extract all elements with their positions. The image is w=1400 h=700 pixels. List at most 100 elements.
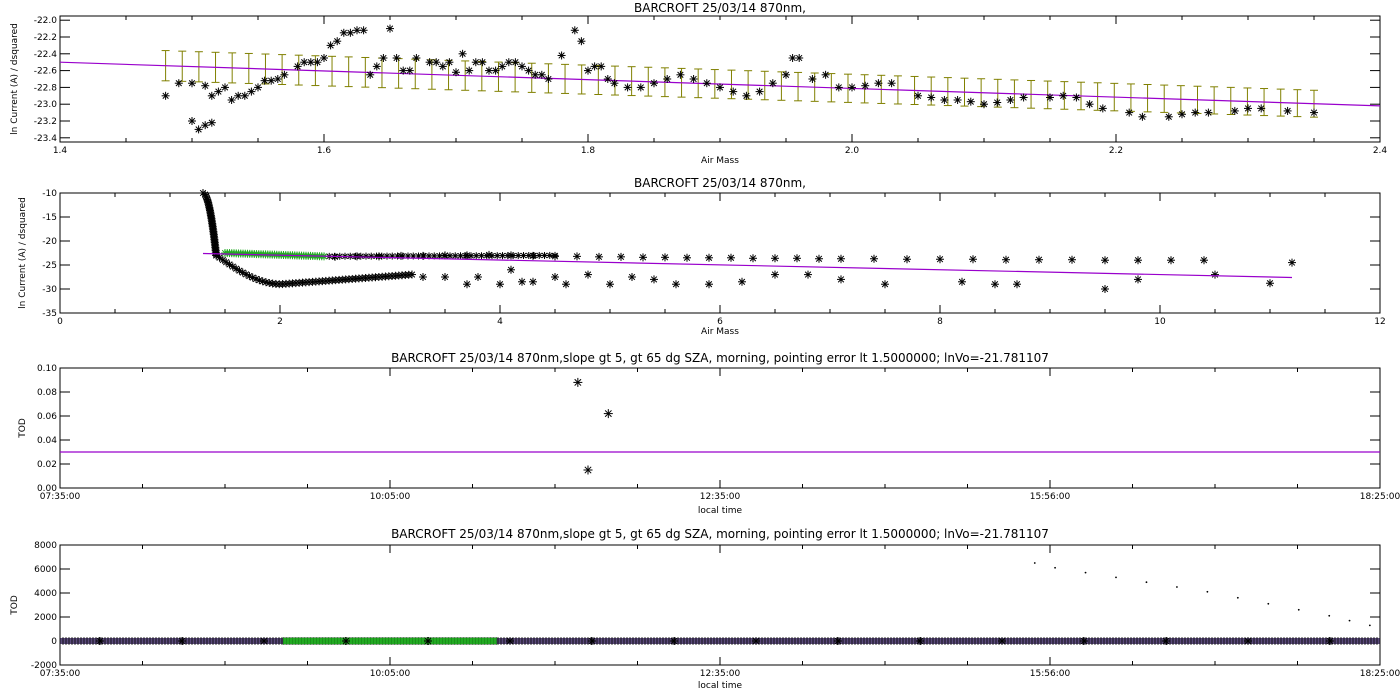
- data-point: [452, 68, 460, 77]
- data-point: [188, 79, 196, 88]
- data-point: [458, 49, 467, 58]
- data-point: [342, 637, 350, 645]
- data-point: [1006, 96, 1015, 104]
- data-point: [386, 24, 394, 33]
- data-point: [507, 265, 515, 274]
- data-point: [194, 125, 203, 134]
- data-point: [716, 83, 724, 92]
- data-point: [201, 81, 210, 90]
- y-tick-label: 0.06: [37, 412, 57, 422]
- dense-point: [228, 262, 237, 271]
- data-point: [661, 253, 669, 262]
- panel-3-tod-filtered: BARCROFT 25/03/14 870nm,slope gt 5, gt 6…: [18, 351, 1400, 516]
- data-point: [914, 91, 922, 100]
- chart-title: BARCROFT 25/03/14 870nm,slope gt 5, gt 6…: [391, 527, 1049, 541]
- x-axis-label: Air Mass: [701, 327, 739, 337]
- data-point: [1283, 106, 1292, 115]
- x-axis-label: Air Mass: [701, 156, 739, 166]
- data-point: [881, 280, 889, 289]
- data-point: [795, 54, 804, 62]
- data-point: [551, 252, 559, 261]
- x-tick-label: 1.6: [317, 146, 332, 156]
- x-tick-label: 4: [497, 317, 503, 327]
- data-point: [1191, 108, 1200, 117]
- error-bars: [161, 50, 1318, 118]
- data-point: [583, 465, 593, 475]
- data-point: [496, 280, 504, 289]
- data-point: [551, 273, 559, 281]
- y-tick-label: 0.00: [37, 484, 57, 494]
- data-point: [676, 70, 685, 79]
- data-point: [506, 637, 514, 645]
- data-point: [174, 79, 183, 88]
- dense-point: [408, 270, 416, 279]
- trend-dot: [1348, 619, 1351, 622]
- data-point: [562, 280, 570, 289]
- data-point: [485, 250, 493, 259]
- y-axis-label: TOD: [10, 595, 20, 616]
- data-point: [670, 637, 678, 645]
- data-point: [755, 87, 764, 96]
- data-point: [584, 66, 592, 75]
- data-point: [1002, 255, 1010, 264]
- data-point: [478, 58, 487, 67]
- data-point: [663, 75, 672, 83]
- data-point: [848, 83, 856, 92]
- data-point: [815, 254, 823, 263]
- data-point: [188, 117, 196, 125]
- data-point: [207, 118, 216, 127]
- data-point: [672, 280, 680, 289]
- data-point: [333, 37, 342, 46]
- data-point: [1072, 93, 1081, 102]
- x-tick-label: 1.4: [53, 146, 68, 156]
- data-point: [524, 66, 533, 75]
- data-point: [1230, 106, 1239, 115]
- x-tick-label: 8: [937, 317, 943, 327]
- data-point: [1266, 279, 1274, 288]
- data-point: [201, 121, 210, 130]
- fit-line: [202, 252, 1293, 279]
- data-point: [650, 275, 658, 284]
- data-point: [346, 28, 355, 37]
- x-tick-label: 15:56:00: [1030, 669, 1071, 679]
- data-point: [529, 251, 537, 260]
- data-point: [178, 637, 186, 645]
- data-point: [705, 280, 713, 289]
- y-tick-label: 6000: [34, 565, 57, 575]
- data-point: [610, 79, 619, 88]
- data-point: [441, 251, 449, 260]
- data-point: [636, 83, 645, 92]
- data-point: [958, 277, 966, 286]
- data-point: [491, 66, 500, 75]
- data-point: [1204, 108, 1213, 117]
- data-point: [570, 26, 579, 35]
- trend-dot: [1368, 624, 1371, 627]
- data-point: [227, 96, 236, 104]
- y-tick-label: -22.4: [34, 50, 58, 60]
- data-point: [702, 79, 711, 88]
- trend-dot: [1236, 596, 1239, 599]
- data-point: [821, 70, 830, 79]
- data-point: [727, 253, 735, 262]
- x-tick-label: 12:35:00: [700, 492, 741, 502]
- data-point: [966, 97, 975, 106]
- zero-band-markers: [59, 637, 1381, 645]
- data-point: [749, 254, 757, 263]
- y-tick-label: 8000: [34, 541, 57, 551]
- data-point: [474, 273, 482, 281]
- y-tick-label: 2000: [34, 613, 57, 623]
- data-point: [1068, 255, 1076, 264]
- data-point: [247, 87, 256, 96]
- data-point: [729, 87, 738, 96]
- data-point: [1134, 275, 1142, 284]
- x-tick-label: 15:56:00: [1030, 492, 1071, 502]
- y-tick-label: -30: [42, 285, 57, 295]
- x-tick-label: 1.8: [581, 146, 596, 156]
- data-point: [870, 254, 878, 263]
- data-point: [573, 377, 583, 387]
- data-point: [595, 252, 603, 261]
- x-tick-label: 18:25:00: [1360, 492, 1400, 502]
- data-point: [742, 91, 751, 100]
- y-tick-label: 4000: [34, 589, 57, 599]
- y-tick-label: -25: [42, 261, 57, 271]
